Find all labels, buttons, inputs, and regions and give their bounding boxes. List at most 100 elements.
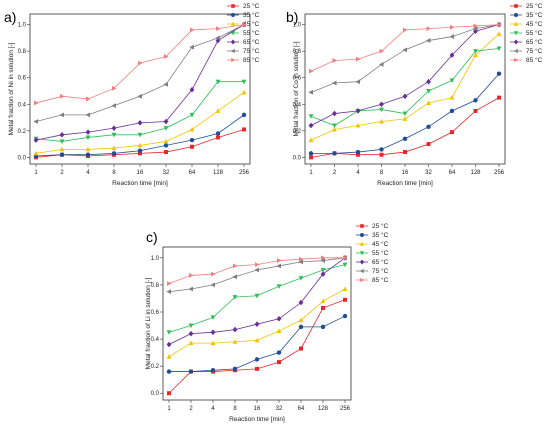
data-point: [355, 149, 361, 155]
data-point: [276, 328, 282, 333]
legend-marker: [360, 233, 364, 237]
legend-label: 45 °C: [243, 20, 260, 28]
legend-item: 25 °C: [510, 2, 543, 10]
data-point: [33, 119, 38, 124]
data-point: [242, 127, 246, 132]
legend-item: 85 °C: [510, 56, 543, 64]
legend-item: 65 °C: [356, 258, 389, 266]
data-point: [254, 357, 260, 362]
legend-item: 45 °C: [356, 240, 389, 248]
data-point: [188, 340, 194, 346]
legend-marker: [513, 48, 518, 54]
data-point: [137, 142, 143, 148]
data-point: [111, 151, 117, 156]
data-point: [450, 24, 455, 30]
x-tick-label: 1: [309, 170, 313, 176]
data-point: [166, 341, 172, 348]
legend-marker: [360, 224, 364, 228]
data-point: [166, 330, 172, 335]
legend-item: 55 °C: [356, 249, 389, 257]
data-point: [402, 111, 408, 117]
data-point: [85, 112, 90, 118]
legend-label: 75 °C: [526, 47, 543, 55]
data-point: [211, 271, 216, 277]
data-point: [321, 305, 325, 310]
y-tick-label: 0.6: [18, 76, 27, 82]
x-tick-label: 2: [60, 170, 64, 176]
data-point: [189, 44, 194, 50]
data-point: [137, 120, 143, 126]
x-tick-label: 2: [189, 406, 193, 412]
data-point: [379, 118, 384, 124]
legend-item: 35 °C: [510, 11, 543, 19]
data-point: [425, 38, 431, 43]
y-tick-label: 0.2: [18, 129, 27, 135]
x-tick-label: 128: [213, 170, 224, 176]
series-55c: [166, 262, 348, 335]
series-55c: [308, 46, 502, 129]
legend-item: 75 °C: [227, 47, 260, 55]
legend-marker: [513, 39, 519, 45]
legend-label: 85 °C: [526, 56, 543, 64]
data-point: [298, 276, 304, 281]
data-point: [449, 52, 455, 58]
x-tick-label: 32: [276, 406, 283, 412]
x-tick-label: 64: [449, 170, 456, 176]
data-point: [298, 259, 303, 265]
data-point: [189, 86, 195, 93]
legend-marker: [514, 57, 519, 63]
data-point: [163, 118, 169, 125]
data-point: [378, 62, 384, 67]
series-85c: [309, 22, 502, 74]
x-tick-label: 16: [137, 170, 144, 176]
y-tick-label: 0.6: [293, 76, 302, 82]
x-tick-label: 4: [86, 170, 90, 176]
data-point: [210, 282, 215, 288]
x-axis-label: Reaction time [min]: [377, 180, 433, 187]
data-point: [85, 152, 91, 157]
plot-frame: [304, 13, 506, 165]
legend-label: 85 °C: [372, 276, 389, 284]
data-point: [111, 145, 117, 151]
data-point: [164, 54, 169, 59]
data-point: [138, 151, 142, 156]
data-point: [241, 112, 247, 118]
data-point: [426, 88, 431, 94]
x-tick-label: 4: [211, 406, 215, 412]
data-point: [276, 263, 281, 269]
data-point: [426, 124, 431, 130]
data-point: [215, 131, 221, 136]
data-point: [342, 262, 348, 268]
data-point: [188, 286, 193, 292]
y-tick-label: 0.0: [18, 155, 27, 161]
data-point: [255, 366, 259, 371]
legend-item: 25 °C: [227, 2, 260, 10]
data-point: [242, 22, 247, 28]
data-point: [241, 89, 247, 95]
data-point: [189, 137, 195, 143]
data-point: [473, 28, 478, 35]
data-point: [298, 317, 304, 323]
legend-marker: [359, 259, 365, 265]
data-point: [426, 26, 432, 32]
y-tick-label: 0.8: [293, 49, 302, 55]
series-55c: [33, 79, 247, 145]
data-point: [86, 96, 91, 102]
data-point: [85, 135, 91, 141]
data-point: [59, 131, 65, 138]
series-75c: [166, 255, 347, 295]
legend-label: 65 °C: [243, 38, 260, 46]
data-point: [497, 95, 501, 100]
y-tick-label: 0.0: [151, 391, 160, 397]
data-point: [163, 81, 168, 87]
series-35c: [308, 71, 502, 156]
data-point: [137, 93, 142, 99]
data-point: [190, 144, 194, 149]
x-tick-label: 64: [298, 406, 305, 412]
legend-marker: [360, 277, 365, 283]
data-point: [403, 27, 408, 33]
data-point: [379, 48, 385, 54]
data-point: [137, 148, 143, 153]
data-point: [320, 324, 326, 330]
data-point: [138, 60, 143, 66]
